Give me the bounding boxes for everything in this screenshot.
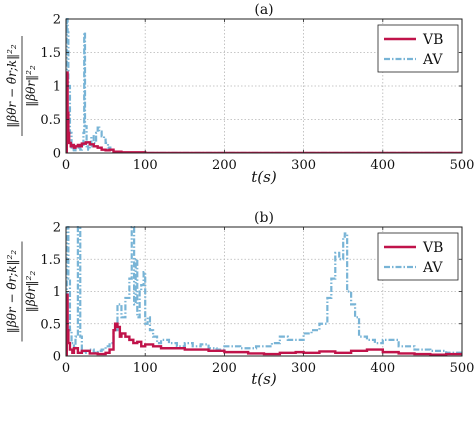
x-tick-label: 0 — [62, 361, 70, 376]
legend-label-vb: VB — [422, 240, 443, 256]
x-tick-label: 200 — [212, 158, 237, 173]
x-tick-label: 300 — [291, 158, 316, 173]
y-tick-label: 1.5 — [40, 46, 61, 61]
x-tick-label: 200 — [212, 361, 237, 376]
panel-title: (a) — [254, 2, 273, 18]
y-tick-label: 0 — [53, 147, 61, 162]
legend-box — [377, 24, 459, 73]
x-axis-label: t(s) — [251, 168, 277, 186]
chart-panel-2: 0 100 200 300 400 500 0 0.5 1 1.5 2 (b) t(s) ‖βθr − θ… — [5, 210, 474, 388]
y-label-denominator: ‖βθr‖²₂ — [24, 271, 38, 313]
y-tick-label: 1 — [53, 285, 61, 300]
series-line-vb — [66, 71, 462, 153]
y-tick-label: 1 — [53, 80, 61, 95]
x-tick-label: 400 — [370, 361, 395, 376]
x-tick-label: 0 — [62, 158, 70, 173]
x-tick-label: 300 — [291, 361, 316, 376]
x-tick-label: 400 — [370, 158, 395, 173]
x-tick-label: 500 — [450, 158, 474, 173]
legend: VB AV — [377, 232, 459, 281]
y-axis-label: ‖βθr − θ̂r;k‖²₂ ‖βθr‖²₂ — [5, 36, 38, 136]
y-label-numerator: ‖βθr − θ̂r;k‖²₂ — [5, 250, 19, 334]
x-tick-label: 100 — [133, 361, 158, 376]
panel-title: (b) — [254, 210, 274, 226]
y-tick-label: 0 — [53, 350, 61, 365]
y-axis-label: ‖βθr − θ̂r;k‖²₂ ‖βθr‖²₂ — [5, 241, 38, 342]
y-label-numerator: ‖βθr − θ̂r;k‖²₂ — [5, 44, 19, 128]
y-tick-label: 0.5 — [40, 113, 61, 128]
y-tick-label: 2 — [53, 221, 61, 236]
x-tick-label: 500 — [450, 361, 474, 376]
legend-label-vb: VB — [422, 32, 443, 48]
y-label-denominator: ‖βθr‖²₂ — [24, 65, 38, 107]
series-line-vb — [66, 293, 462, 356]
x-tick-label: 100 — [133, 158, 158, 173]
y-tick-label: 1.5 — [40, 253, 61, 268]
legend-label-av: AV — [422, 52, 443, 68]
x-axis-label: t(s) — [251, 370, 277, 388]
legend: VB AV — [377, 24, 459, 73]
series-line-av — [66, 226, 462, 354]
y-tick-label: 2 — [53, 13, 61, 28]
legend-label-av: AV — [422, 260, 443, 276]
legend-box — [377, 232, 459, 281]
chart-panel-1: 0 100 200 300 400 500 0 0.5 1 1.5 2 (a) t(s) ‖βθr − θ… — [5, 2, 474, 186]
y-tick-label: 0.5 — [40, 317, 61, 332]
